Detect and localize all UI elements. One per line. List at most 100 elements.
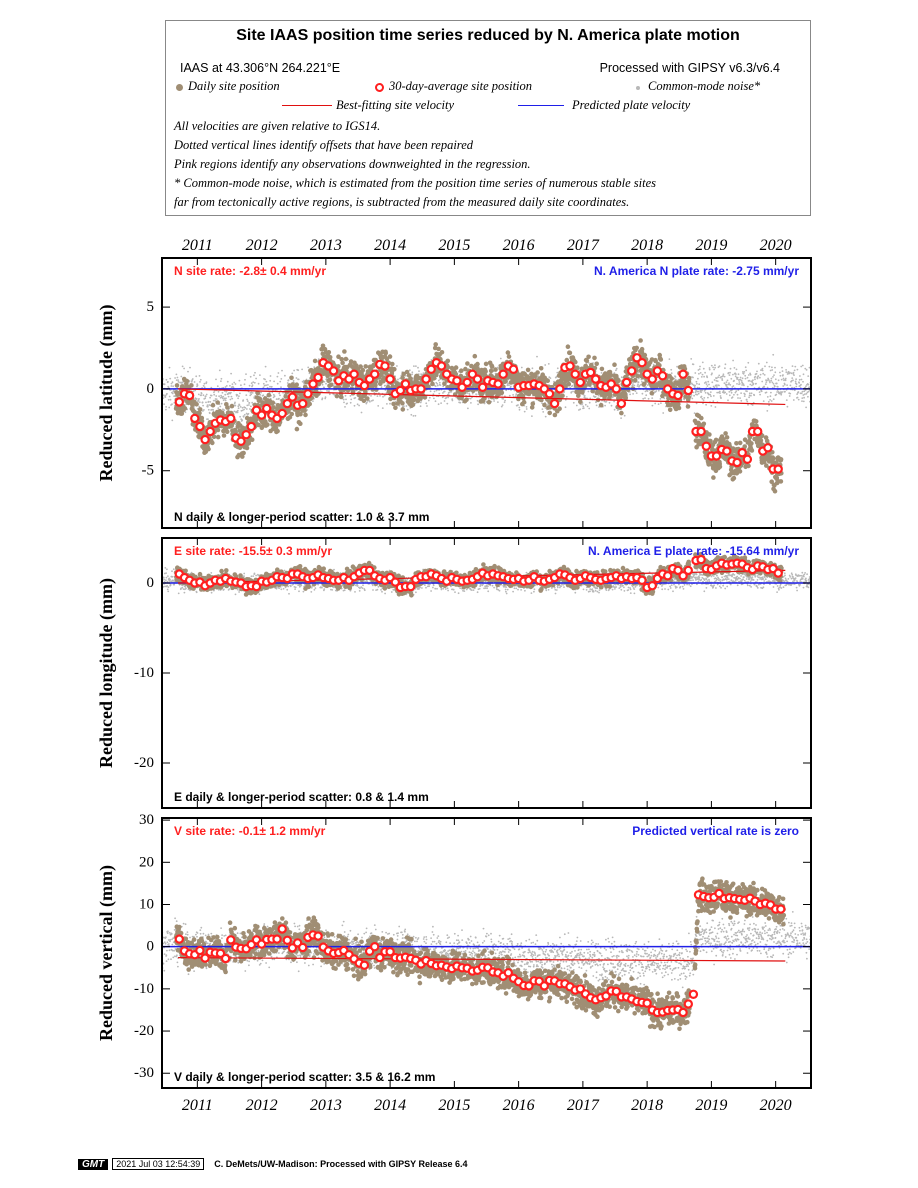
cmn-point	[590, 386, 593, 389]
cmn-point	[752, 379, 754, 382]
daily-point	[598, 402, 604, 408]
daily-point	[271, 405, 277, 410]
cmn-point	[502, 398, 505, 400]
cmn-point	[638, 385, 641, 387]
cmn-point	[428, 396, 431, 399]
daily-point	[174, 383, 180, 388]
cmn-point	[703, 397, 706, 399]
daily-point	[336, 364, 341, 369]
cmn-point	[803, 396, 805, 399]
cmn-point	[259, 393, 262, 396]
daily-point	[586, 354, 591, 360]
daily-point	[194, 402, 199, 407]
cmn-point	[722, 374, 724, 377]
cmn-point	[284, 374, 286, 377]
daily-point	[612, 362, 617, 368]
cmn-point	[730, 391, 733, 394]
cmn-point	[654, 402, 657, 405]
cmn-point	[731, 396, 734, 399]
cmn-point	[269, 379, 272, 382]
cmn-point	[437, 403, 440, 406]
cmn-point	[503, 401, 506, 404]
cmn-point	[286, 382, 289, 384]
cmn-point	[541, 402, 543, 405]
daily-point	[182, 406, 188, 411]
cmn-point	[248, 404, 250, 406]
daily-point	[707, 432, 712, 437]
cmn-point	[725, 393, 728, 395]
cmn-point	[792, 379, 794, 382]
cmn-point	[804, 367, 807, 370]
cmn-point	[215, 398, 218, 400]
cmn-point	[604, 404, 606, 407]
cmn-point	[634, 390, 637, 393]
daily-point	[638, 368, 644, 374]
cmn-point	[565, 395, 568, 398]
cmn-point	[610, 404, 613, 407]
cmn-point	[797, 398, 800, 401]
cmn-point	[406, 408, 409, 411]
cmn-point	[597, 394, 600, 397]
cmn-point	[292, 379, 295, 382]
cmn-point	[613, 408, 616, 411]
cmn-point	[381, 407, 384, 409]
cmn-point	[796, 396, 799, 399]
cmn-point	[170, 382, 173, 385]
cmn-point	[762, 372, 765, 375]
cmn-point	[704, 371, 706, 374]
cmn-point	[217, 407, 220, 410]
cmn-point	[757, 375, 760, 377]
daily-point	[686, 395, 691, 400]
cmn-point	[466, 392, 468, 394]
daily-point	[373, 382, 378, 388]
cmn-point	[793, 389, 796, 392]
cmn-point	[396, 365, 398, 367]
cmn-point	[702, 367, 705, 370]
cmn-point	[751, 404, 754, 406]
cmn-point	[727, 399, 729, 402]
cmn-point	[437, 379, 440, 382]
cmn-point	[525, 408, 528, 410]
cmn-point	[798, 382, 801, 384]
daily-point	[339, 357, 345, 362]
daily-point	[584, 358, 590, 364]
cmn-point	[674, 378, 677, 381]
daily-point	[623, 395, 628, 400]
cmn-point	[570, 391, 573, 393]
cmn-point	[797, 391, 800, 393]
cmn-point	[746, 400, 749, 403]
cmn-point	[220, 380, 222, 383]
cmn-point	[187, 370, 189, 373]
cmn-point	[244, 406, 247, 409]
cmn-point	[203, 409, 205, 411]
cmn-point	[541, 408, 544, 410]
cmn-point	[637, 383, 639, 386]
cmn-point	[785, 399, 788, 401]
cmn-point	[651, 404, 654, 407]
daily-point	[721, 437, 726, 442]
cmn-point	[349, 395, 352, 397]
cmn-point	[802, 380, 804, 383]
cmn-point	[728, 394, 731, 397]
daily-point	[579, 366, 585, 372]
daily-point	[206, 446, 211, 452]
cmn-point	[199, 378, 202, 381]
cmn-point	[717, 376, 720, 379]
cmn-point	[354, 397, 357, 399]
cmn-point	[697, 392, 700, 395]
cmn-point	[343, 401, 345, 404]
daily-point	[270, 400, 276, 406]
cmn-point	[734, 375, 737, 378]
cmn-point	[729, 367, 732, 370]
cmn-point	[238, 395, 240, 398]
cmn-point	[742, 372, 745, 375]
daily-point	[401, 371, 407, 377]
daily-point	[608, 392, 613, 398]
cmn-point	[205, 401, 207, 404]
cmn-point	[781, 370, 784, 372]
cmn-point	[360, 411, 363, 414]
cmn-point	[262, 394, 265, 397]
daily-point	[289, 375, 294, 381]
cmn-point	[274, 389, 277, 392]
cmn-point	[728, 382, 730, 385]
